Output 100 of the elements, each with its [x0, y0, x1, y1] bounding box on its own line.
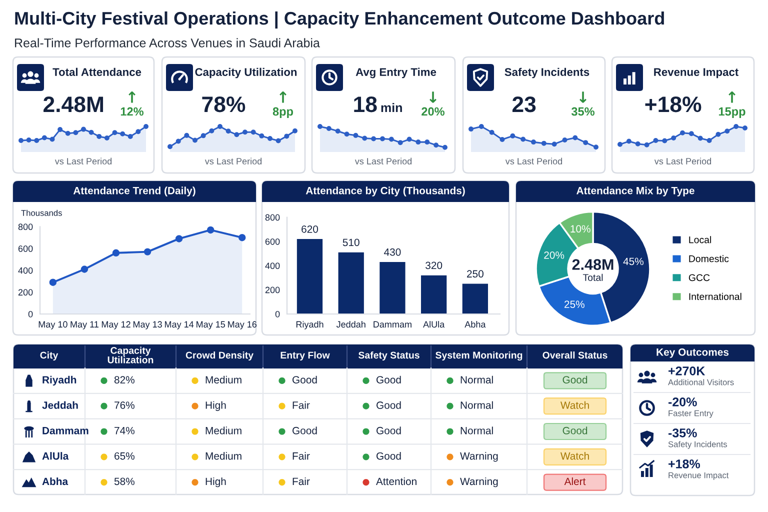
point	[594, 144, 598, 150]
x-tick-label: Riyadh	[296, 320, 324, 330]
category-label: Dammam	[42, 427, 88, 434]
y-axis-title: Thousands	[21, 210, 62, 216]
data-label: 320	[426, 262, 442, 270]
point	[416, 140, 421, 145]
point	[200, 133, 206, 138]
text: -20%	[668, 398, 697, 406]
text: Faster Entry	[668, 410, 714, 418]
point	[276, 138, 281, 144]
text: Revenue Impact	[668, 472, 729, 480]
point	[192, 138, 198, 143]
data-label: 20%	[544, 251, 564, 259]
point	[344, 132, 350, 137]
text: min	[381, 102, 402, 112]
point	[406, 136, 412, 142]
point	[80, 266, 88, 273]
text: Warning	[460, 477, 498, 488]
point	[478, 124, 484, 129]
point	[318, 124, 322, 129]
point	[26, 138, 32, 143]
text: Good	[376, 452, 401, 460]
category-label: Jeddah	[42, 401, 78, 409]
point	[34, 138, 40, 144]
point	[688, 131, 694, 136]
point	[18, 138, 24, 144]
text: Total	[582, 274, 603, 281]
point	[136, 129, 141, 134]
chart-title: Attendance Trend (Daily)	[73, 186, 196, 196]
category-label: Crowd Density	[186, 351, 254, 361]
text: Safety Incidents	[668, 441, 727, 449]
text: +270K	[668, 366, 706, 376]
point	[49, 278, 57, 286]
text: Good	[376, 426, 401, 434]
x-axis-title: vs Last Period	[204, 158, 262, 164]
point	[424, 140, 430, 145]
legend-label: Domestic	[689, 255, 729, 262]
text: 74%	[114, 426, 134, 434]
point	[88, 130, 94, 135]
y-tick-label: 200	[18, 289, 33, 296]
text: Normal	[460, 401, 493, 409]
data-label: 620	[302, 225, 318, 233]
point	[234, 132, 240, 138]
text: Good	[292, 426, 317, 434]
text: 15pp	[718, 107, 746, 118]
text: +18%	[668, 460, 700, 468]
point	[326, 126, 332, 132]
point	[238, 234, 246, 242]
point	[531, 140, 536, 145]
text: ↓	[430, 92, 436, 103]
point	[572, 135, 578, 140]
text: 76%	[114, 402, 134, 409]
text: Good	[562, 426, 588, 434]
point	[724, 128, 730, 134]
text: 78%	[202, 96, 246, 112]
data-label: 45%	[623, 258, 644, 266]
point	[371, 136, 376, 142]
text: Watch	[560, 401, 589, 409]
point	[635, 141, 640, 146]
point	[353, 132, 358, 138]
point	[42, 135, 47, 140]
point	[120, 131, 126, 136]
x-axis-title: vs Last Period	[54, 158, 112, 164]
text: Key Outcomes	[656, 348, 729, 358]
text: 2.48M	[44, 96, 104, 112]
point	[268, 136, 272, 141]
point	[653, 138, 658, 144]
chart-title: Safety Incidents	[504, 68, 590, 78]
text: 65%	[114, 452, 134, 460]
x-tick-label: Jeddah	[336, 320, 366, 328]
bar	[462, 284, 488, 314]
x-tick-label: May 15	[196, 321, 226, 330]
x-tick-label: Abha	[464, 320, 486, 328]
point	[680, 130, 685, 136]
point	[671, 135, 676, 140]
text: Fair	[292, 452, 310, 460]
text: ↑	[728, 92, 736, 103]
text: 35%	[571, 107, 595, 116]
point	[442, 144, 448, 150]
text: Medium	[206, 452, 242, 460]
chart-title: Capacity Utilization	[195, 68, 297, 78]
chart-title: Revenue Impact	[654, 68, 738, 78]
point	[292, 128, 298, 134]
category-label: Entry Flow	[280, 351, 330, 361]
point	[734, 124, 739, 129]
point	[259, 133, 264, 138]
legend-label: International	[689, 292, 742, 300]
point	[128, 134, 133, 139]
y-tick-label: 200	[265, 286, 280, 294]
point	[716, 132, 721, 137]
point	[562, 138, 568, 143]
x-tick-label: May 13	[133, 321, 162, 330]
point	[144, 248, 152, 256]
y-tick-label: 400	[265, 262, 280, 270]
category-label: AlUla	[42, 452, 69, 460]
category-label: System Monitoring	[436, 351, 522, 361]
point	[226, 128, 231, 134]
text: Good	[376, 401, 401, 409]
category-label: City	[40, 351, 58, 361]
category-label: Abha	[42, 477, 68, 486]
